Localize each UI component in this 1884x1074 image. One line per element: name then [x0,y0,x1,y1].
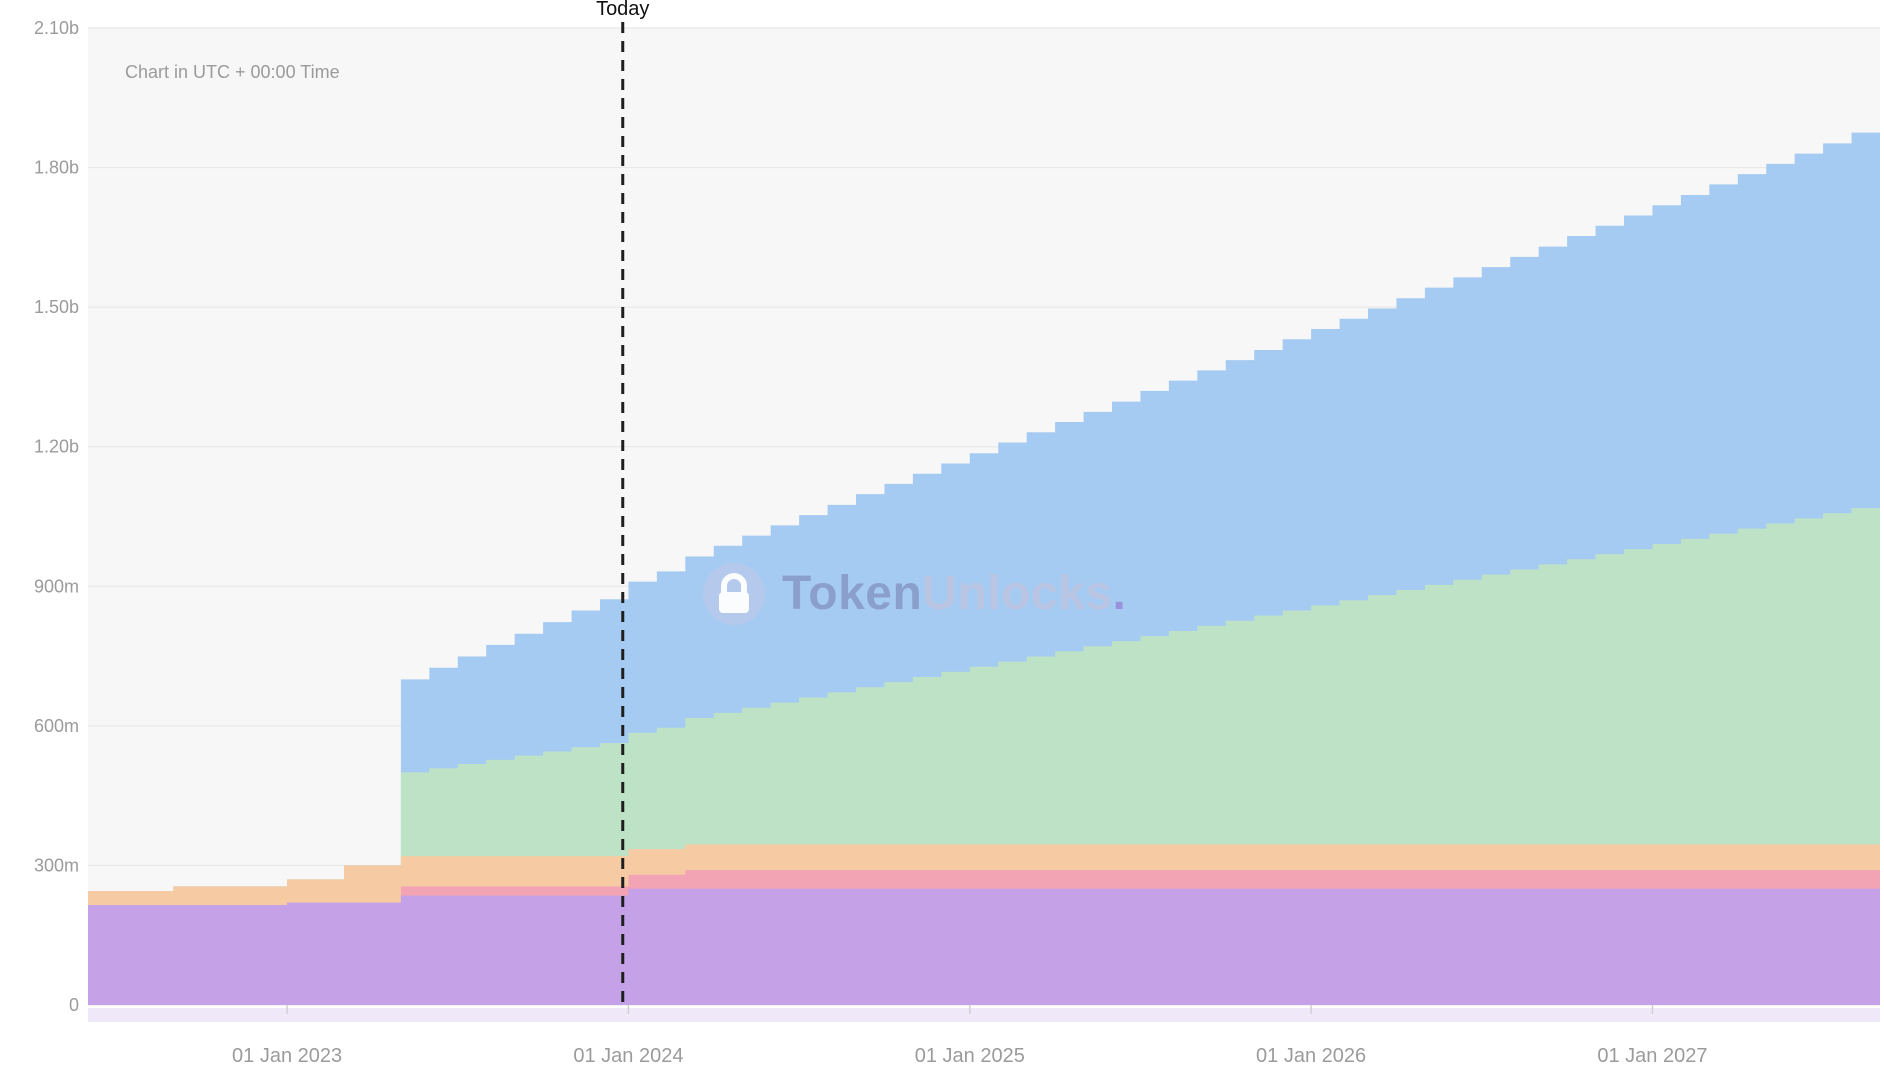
y-tick-label: 600m [34,716,79,736]
utc-timezone-note: Chart in UTC + 00:00 Time [125,62,340,82]
x-tick-label: 01 Jan 2026 [1256,1045,1366,1067]
area-unlock-tier-purple [88,888,1880,1005]
y-tick-label: 900m [34,576,79,596]
today-label: Today [596,0,650,20]
y-tick-label: 1.50b [34,297,79,317]
y-tick-label: 0 [69,995,79,1015]
range-strip [88,1008,1880,1022]
y-tick-label: 300m [34,855,79,875]
x-tick-label: 01 Jan 2023 [232,1045,342,1067]
x-tick-label: 01 Jan 2027 [1597,1045,1707,1067]
y-tick-label: 1.20b [34,437,79,457]
x-tick-label: 01 Jan 2024 [573,1045,683,1067]
x-tick-label: 01 Jan 2025 [915,1045,1025,1067]
y-tick-label: 1.80b [34,158,79,178]
y-tick-label: 2.10b [34,18,79,38]
